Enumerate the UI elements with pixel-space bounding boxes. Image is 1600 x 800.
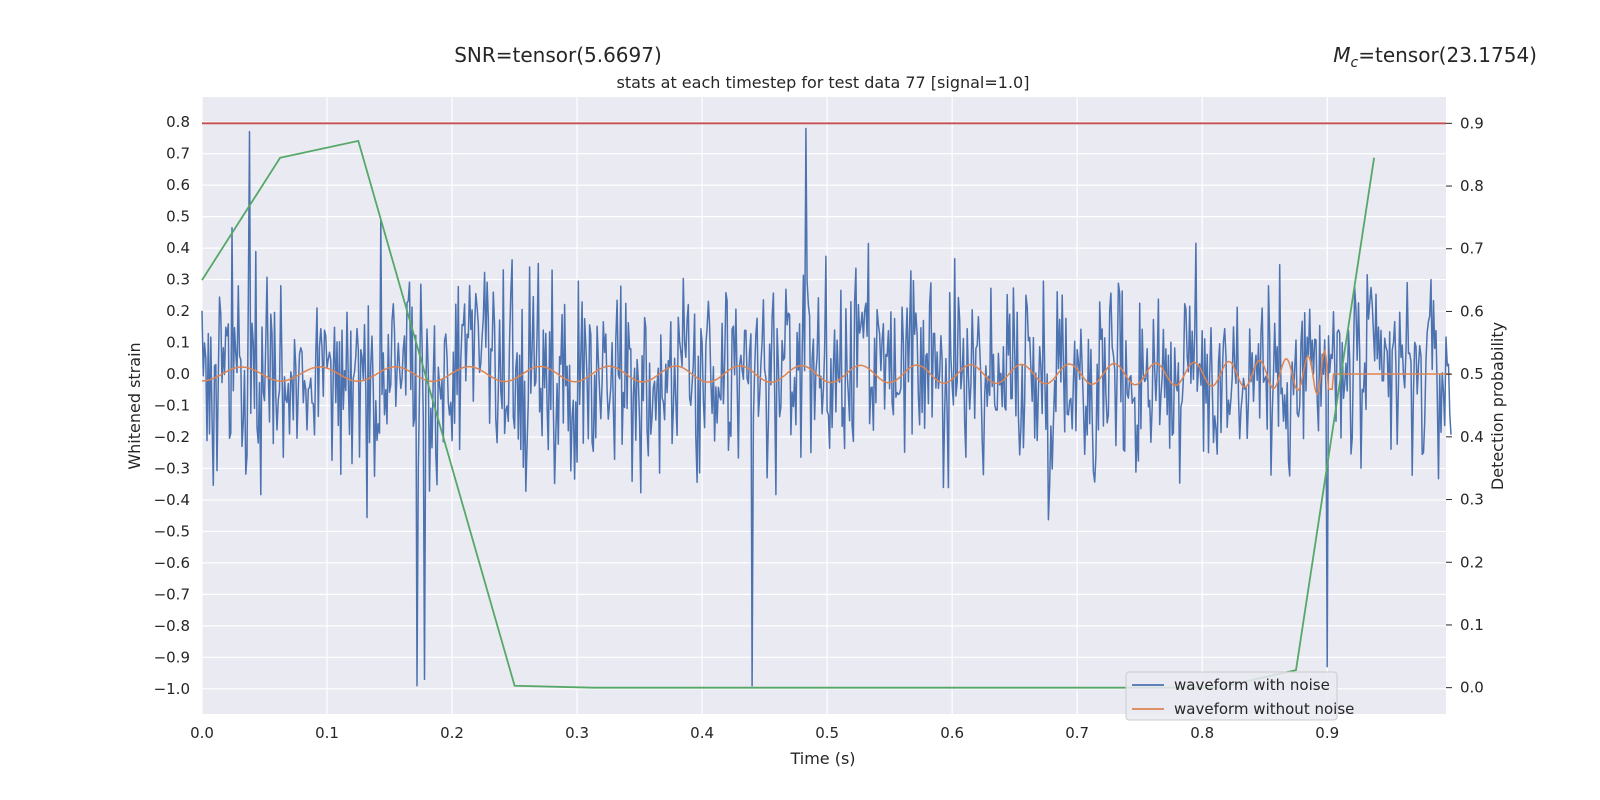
snr-title: SNR=tensor(5.6697) [454,43,662,67]
ticks-layer: 0.0 0.1 0.2 0.3 0.4 0.5 0.6 0.7 0.8 0.9 −1.0 −0.9 −0… [154,113,1484,742]
x-tick-label: 0.4 [690,724,714,742]
y-tick-label: 0.8 [166,113,190,131]
y-tick-label: −0.1 [154,397,190,415]
y-axis-label: Whitened strain [125,342,144,469]
y-tick-label: −0.9 [154,648,190,666]
x-tick-label: 0.5 [815,724,839,742]
mc-subscript: c [1351,55,1359,71]
y-tick-label: 0.4 [166,239,190,257]
y-tick-label: −0.8 [154,617,190,635]
y2-tick-label: 0.0 [1460,679,1484,697]
y2-tick-label: 0.3 [1460,491,1484,509]
y2-tick-label: 0.4 [1460,428,1484,446]
series-layer [201,122,1452,689]
x-tick-label: 0.1 [315,724,339,742]
x-tick-label: 0.3 [565,724,589,742]
x-tick-label: 0.8 [1190,724,1214,742]
legend-label-with-noise: waveform with noise [1174,676,1330,694]
legend: waveform with noise waveform without noi… [1125,671,1354,721]
y-tick-label: 0.2 [166,302,190,320]
grid-lines [201,97,1446,714]
y-tick-label: 0.0 [166,365,190,383]
y-tick-label: 0.7 [166,145,190,163]
y-tick-label: −0.6 [154,554,190,572]
y2-tick-label: 0.1 [1460,616,1484,634]
x-axis-label: Time (s) [789,749,855,768]
legend-label-without-noise: waveform without noise [1174,700,1354,718]
y-tick-label: −0.2 [154,428,190,446]
mc-value: =tensor(23.1754) [1358,43,1537,67]
y-tick-label: 0.5 [166,208,190,226]
y2-tick-label: 0.7 [1460,240,1484,258]
chart-title: stats at each timestep for test data 77 … [617,73,1030,92]
waveform-with-noise-line [201,127,1452,687]
x-tick-label: 0.7 [1065,724,1089,742]
y-tick-label: 0.3 [166,271,190,289]
y-tick-label: 0.6 [166,176,190,194]
x-tick-label: 0.9 [1315,724,1339,742]
y-tick-label: −0.3 [154,459,190,477]
legend-box [1125,671,1338,721]
y2-tick-label: 0.5 [1460,365,1484,383]
y2-axis-label: Detection probability [1488,322,1507,490]
y-tick-label: −0.4 [154,491,190,509]
mc-title: Mc=tensor(23.1754) [1333,43,1537,71]
y2-tick-label: 0.2 [1460,553,1484,571]
x-tick-label: 0.0 [190,724,214,742]
y2-tick-label: 0.6 [1460,302,1484,320]
y-tick-label: −0.5 [154,522,190,540]
waveform-without-noise-line [202,348,1451,396]
y-tick-label: −1.0 [154,680,190,698]
y2-tick-label: 0.9 [1460,114,1484,132]
y-tick-label: 0.1 [166,334,190,352]
y-tick-label: −0.7 [154,585,190,603]
x-tick-label: 0.6 [940,724,964,742]
mc-symbol: M [1333,43,1350,67]
y2-tick-label: 0.8 [1460,177,1484,195]
x-tick-label: 0.2 [440,724,464,742]
